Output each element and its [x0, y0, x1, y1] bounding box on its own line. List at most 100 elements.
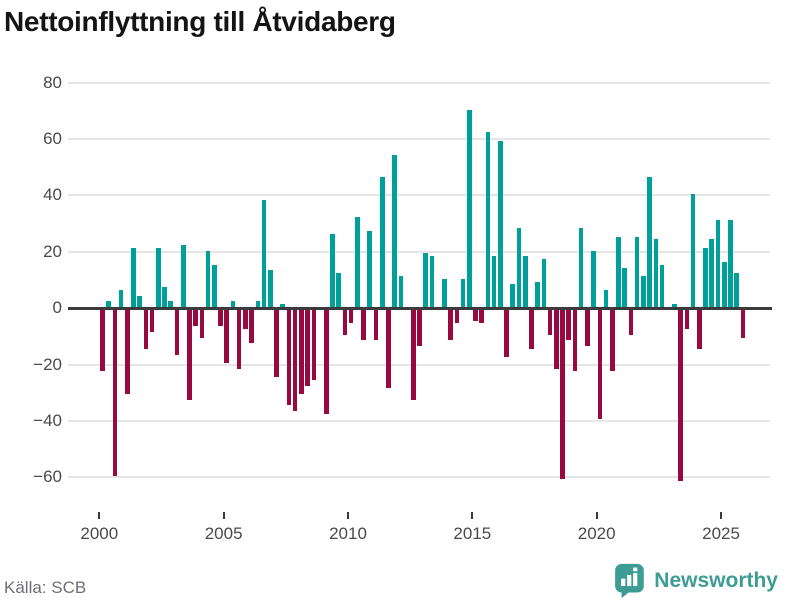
bar-2008-q3: [311, 309, 317, 380]
bar-2025-q4: [740, 309, 746, 338]
bar-2023-q1: [672, 304, 677, 307]
bar-2010-q4: [367, 230, 373, 307]
bar-2020-q2: [603, 290, 609, 307]
bar-2018-q3: [560, 309, 565, 479]
bar-2009-q3: [336, 273, 341, 307]
bar-2018-q1: [547, 309, 553, 335]
bar-2013-q2: [429, 256, 435, 307]
bar-2017-q1: [522, 256, 528, 307]
bar-2025-q2: [728, 219, 733, 307]
bar-2018-q2: [554, 309, 559, 369]
bar-2010-q3: [361, 309, 366, 341]
bar-2011-q1: [373, 309, 379, 341]
bar-2006-q3: [261, 199, 267, 307]
y-tick-label: 80: [43, 72, 62, 92]
x-tick-mark: [222, 512, 225, 519]
bar-2002-q2: [156, 247, 161, 307]
x-tick-mark: [720, 512, 723, 519]
x-tick-label: 2005: [204, 524, 243, 543]
bar-2014-q3: [460, 278, 466, 307]
bar-2024-q2: [703, 247, 708, 307]
gridline--40: [68, 420, 770, 422]
y-tick-label: 0: [52, 298, 62, 318]
bar-2007-q2: [280, 304, 286, 307]
bar-2005-q3: [236, 309, 242, 369]
bar-2016-q2: [504, 309, 509, 358]
bar-2005-q1: [224, 309, 230, 363]
bar-2012-q4: [417, 309, 422, 347]
bar-2005-q4: [243, 309, 248, 330]
bar-2003-q1: [174, 309, 180, 355]
bar-2010-q1: [348, 309, 354, 324]
bar-2023-q2: [678, 309, 683, 482]
x-tick-mark: [347, 512, 349, 519]
gridline-60: [68, 138, 770, 140]
bar-chart-speech-bubble-icon: [615, 563, 645, 599]
bar-2011-q3: [386, 309, 391, 389]
source-note: Källa: SCB: [4, 578, 87, 597]
bar-2007-q1: [274, 309, 279, 378]
bar-2009-q4: [342, 309, 348, 335]
bar-2000-q2: [106, 301, 111, 307]
bar-2004-q2: [205, 250, 211, 307]
bar-2009-q1: [323, 309, 329, 414]
bar-2001-q3: [137, 295, 142, 307]
x-tick-mark: [595, 512, 598, 519]
bar-2014-q1: [448, 309, 453, 341]
y-tick-label: 20: [43, 241, 62, 261]
bar-2022-q1: [647, 177, 652, 307]
bar-2019-q1: [572, 309, 578, 372]
bar-2019-q3: [585, 309, 590, 347]
x-tick-label: 2025: [702, 524, 740, 543]
bar-2002-q1: [149, 309, 155, 332]
bar-2015-q1: [473, 309, 478, 321]
zero-axis-line: [68, 306, 772, 310]
bar-2000-q4: [118, 290, 124, 307]
bar-2024-q4: [715, 219, 721, 307]
bar-2021-q2: [628, 309, 634, 335]
bar-2015-q2: [479, 309, 484, 324]
bar-2006-q4: [267, 270, 273, 307]
y-tick-label: −20: [33, 354, 62, 374]
bar-2024-q1: [697, 309, 702, 349]
gridline-40: [68, 194, 770, 197]
y-tick-label: 60: [43, 129, 62, 148]
gridline--60: [68, 476, 770, 479]
bar-2025-q3: [734, 273, 739, 307]
y-tick-label: −40: [33, 411, 62, 430]
bar-2012-q3: [411, 309, 416, 400]
bar-2011-q2: [379, 177, 385, 307]
plot-area: [68, 70, 772, 510]
bar-2006-q1: [249, 309, 254, 344]
bar-2003-q4: [193, 309, 198, 327]
bar-2020-q1: [597, 309, 603, 420]
bar-2012-q1: [398, 275, 404, 307]
bar-2024-q3: [709, 239, 715, 307]
bar-2019-q2: [578, 228, 584, 307]
bar-2001-q4: [143, 309, 149, 349]
x-tick-mark: [471, 512, 474, 519]
bar-2020-q3: [609, 309, 615, 372]
bar-2018-q4: [566, 309, 572, 341]
bar-2001-q2: [131, 247, 136, 307]
bar-2021-q3: [634, 236, 640, 307]
x-tick-label: 2010: [329, 524, 367, 543]
bar-2007-q4: [292, 309, 298, 411]
chart-title: Nettoinflyttning till Åtvidaberg: [4, 6, 396, 37]
bar-2001-q1: [124, 309, 130, 394]
bar-2020-q4: [616, 236, 621, 307]
bar-2014-q2: [454, 309, 460, 324]
gridline-20: [68, 250, 770, 253]
bar-2017-q4: [541, 259, 547, 307]
bar-2016-q4: [516, 228, 522, 307]
bar-2008-q1: [299, 309, 304, 394]
bar-2007-q3: [286, 309, 292, 406]
x-tick-label: 2020: [577, 524, 616, 543]
bar-2008-q2: [305, 309, 310, 386]
bar-2011-q4: [392, 154, 397, 307]
bar-2004-q1: [199, 309, 205, 338]
bar-2015-q4: [491, 256, 497, 307]
bar-2022-q3: [659, 264, 665, 307]
bar-2002-q3: [162, 287, 167, 307]
